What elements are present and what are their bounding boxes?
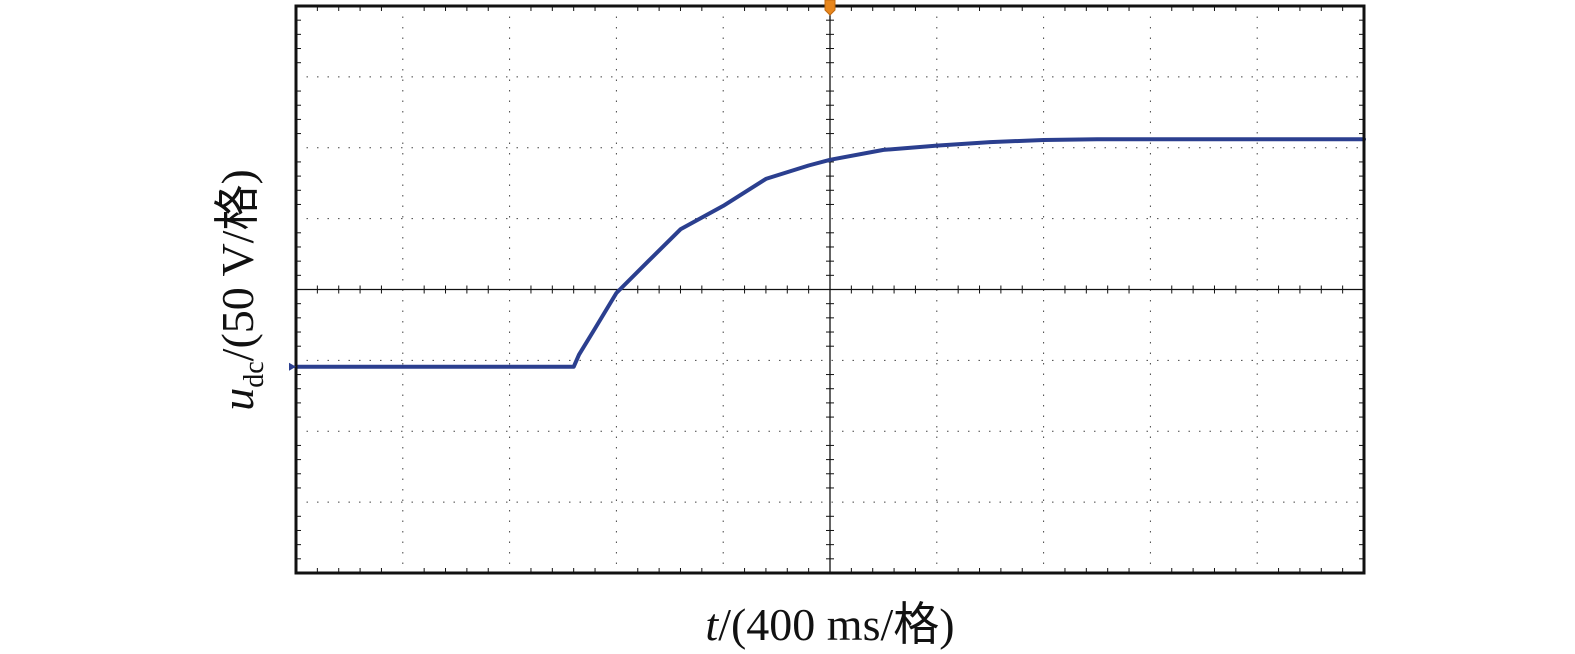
data-point [722, 205, 724, 207]
data-point [647, 260, 650, 262]
data-point [989, 141, 991, 143]
data-point [807, 164, 810, 167]
y-axis-unit: /(50 V/格) [211, 169, 263, 362]
y-axis-subscript: dc [239, 361, 271, 388]
x-axis-unit: /(400 ms/格) [718, 599, 955, 650]
trigger-position-marker [824, 0, 836, 16]
data-point [829, 158, 831, 161]
data-point [936, 144, 938, 147]
markers [289, 0, 836, 371]
data-point [402, 365, 404, 368]
data-point [1256, 138, 1258, 141]
data-point [1149, 138, 1152, 141]
series-layer [294, 137, 1366, 369]
data-point [1042, 139, 1045, 141]
data-point [1096, 138, 1098, 141]
data-point [615, 292, 618, 294]
data-point [594, 327, 596, 330]
data-point [882, 149, 885, 151]
y-axis-title: udc/(50 V/格) [201, 169, 271, 411]
data-point [765, 178, 767, 180]
y-axis-symbol: u [211, 387, 263, 411]
data-point [508, 365, 511, 368]
data-point [572, 365, 575, 368]
x-axis-title: t/(400 ms/格) [0, 588, 1575, 654]
channel-ground-marker [289, 362, 296, 371]
data-point [679, 228, 682, 231]
x-axis-symbol: t [705, 599, 719, 650]
data-point [578, 353, 580, 356]
grid [296, 6, 1364, 573]
